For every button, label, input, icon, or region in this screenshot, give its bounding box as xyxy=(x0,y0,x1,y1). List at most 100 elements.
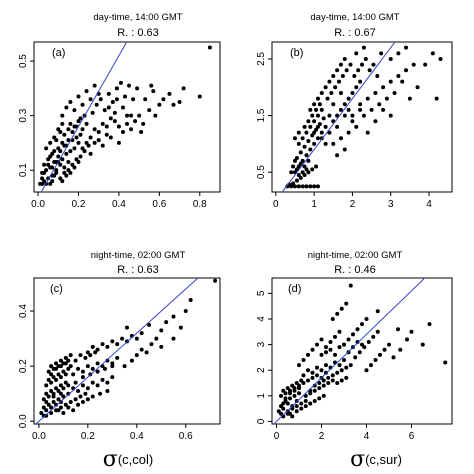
panel-c-point xyxy=(110,339,115,344)
panel-d-point xyxy=(310,375,315,380)
panel-a-point xyxy=(62,132,67,137)
panel-c-point xyxy=(49,388,54,393)
panel-d-point xyxy=(321,393,326,398)
panel-a-point xyxy=(78,154,83,159)
panel-b-point xyxy=(384,96,389,101)
panel-b-point xyxy=(342,113,347,118)
panel-d-point xyxy=(362,345,367,350)
panel-d-point xyxy=(292,393,297,398)
panel-a-point xyxy=(181,86,186,91)
panel-c-y-tick-label: 0.2 xyxy=(18,359,29,373)
panel-a-point xyxy=(66,160,71,164)
panel-b-point xyxy=(365,96,370,101)
panel-a-point xyxy=(114,86,119,91)
panel-a-point xyxy=(108,116,113,121)
panel-d-point xyxy=(281,401,286,406)
panel-b-point xyxy=(327,113,332,118)
panel-c-point xyxy=(58,375,63,380)
panel-a-y-tick-label: 0.3 xyxy=(18,108,29,122)
panel-a-point xyxy=(90,110,95,115)
panel-d-point xyxy=(279,411,283,416)
panel-d-y-tick-label: 0 xyxy=(256,418,267,424)
panel-a-point xyxy=(80,127,85,132)
panel-d-point xyxy=(330,373,335,378)
panel-a-point xyxy=(197,94,202,99)
panel-b-point xyxy=(315,113,320,118)
panel-a-point xyxy=(58,162,63,167)
panel-b-point xyxy=(350,113,355,118)
panel-a-point xyxy=(104,124,109,129)
panel-b-point xyxy=(323,124,328,129)
panel-c-point xyxy=(68,353,73,358)
panel-b-point xyxy=(388,113,393,118)
panel-b-point xyxy=(331,141,336,146)
panel-c-point xyxy=(76,388,81,393)
panel-a-point xyxy=(125,113,129,118)
panel-b-point xyxy=(331,73,336,78)
panel-a-point xyxy=(76,119,81,124)
panel-b-point xyxy=(291,181,296,186)
panel-c-point xyxy=(44,383,49,388)
panel-b-point xyxy=(312,130,317,135)
panel-b-point xyxy=(363,56,368,61)
panel-b-point xyxy=(302,144,307,149)
panel-a-point xyxy=(66,168,71,173)
panel-c-x-tick-label: 0.0 xyxy=(32,431,46,442)
panel-c-point xyxy=(46,377,51,382)
panel-c-point xyxy=(63,355,68,360)
panel-d-point xyxy=(297,363,301,368)
panel-b-marks: 0 1 2 3 4 0.5 1.5 2.5 xyxy=(256,42,443,210)
panel-c-point xyxy=(115,342,120,347)
panel-a-point xyxy=(110,100,115,104)
panel-b-point xyxy=(300,136,305,141)
panel-a-point xyxy=(72,146,77,151)
panel-b-point xyxy=(371,62,376,67)
panel-c-point xyxy=(76,366,81,371)
panel-b-point xyxy=(338,136,343,141)
panel-b-point xyxy=(346,96,351,101)
panel-a-point xyxy=(52,149,57,154)
panel-b-point xyxy=(314,127,319,132)
panel-a-point xyxy=(177,100,182,104)
panel-d-r-label: R. : 0.46 xyxy=(334,264,376,276)
panel-a-point xyxy=(141,121,146,126)
panel-b-point xyxy=(400,79,405,84)
panel-b-point xyxy=(300,184,305,189)
panel-a-point xyxy=(60,157,65,162)
panel-c-point xyxy=(85,386,90,391)
panel-c-point xyxy=(61,386,66,391)
panel-b-point xyxy=(294,178,299,183)
panel-c-point xyxy=(66,391,71,396)
panel-b-point xyxy=(367,68,372,73)
panel-c-point xyxy=(54,366,59,371)
panel-d-point xyxy=(427,322,432,327)
panel-d-point xyxy=(371,334,376,339)
panel-d-point xyxy=(348,363,353,368)
panel-a-point xyxy=(88,151,93,156)
panel-a-point xyxy=(114,97,119,102)
panel-a-point xyxy=(116,124,121,129)
panel-d-plot-frame xyxy=(271,277,453,425)
panel-a-point xyxy=(133,119,138,124)
panel-b-point xyxy=(312,102,317,107)
panel-d-point xyxy=(344,365,349,370)
panel-b-point xyxy=(310,133,315,138)
panel-b-point xyxy=(373,119,378,124)
panel-d-point xyxy=(324,350,328,355)
panel-b-point xyxy=(350,90,355,95)
panel-c-point xyxy=(159,328,164,333)
panel-b-point xyxy=(298,150,303,155)
panel-b-point xyxy=(335,68,340,73)
panel-d-point xyxy=(369,363,373,368)
panel-b-point xyxy=(337,79,342,84)
panel-c-point xyxy=(54,402,59,407)
panel-c-point xyxy=(144,350,149,355)
panel-b-point xyxy=(377,102,382,107)
panel-c-point xyxy=(183,309,188,314)
panel-a-point xyxy=(129,113,134,118)
panel-d-point xyxy=(330,378,335,383)
panel-b-point xyxy=(430,51,435,56)
panel-d-point xyxy=(306,368,310,373)
panel-a: day-time, 14:00 GMT R. : 0.63 (a) 0.0 0.2… xyxy=(18,12,221,210)
panel-b-point xyxy=(310,167,315,172)
